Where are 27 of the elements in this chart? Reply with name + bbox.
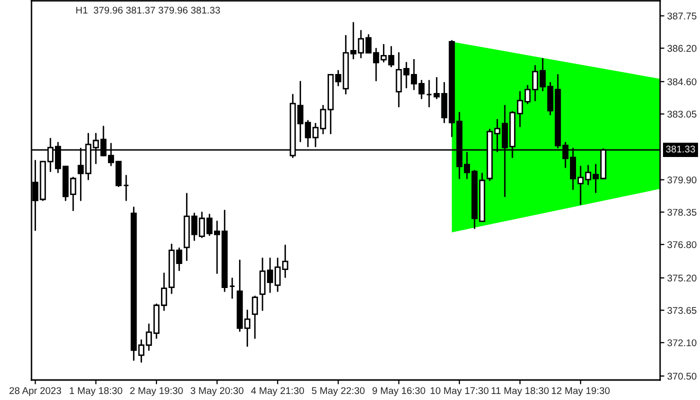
x-tick-label: 2 May 19:30 bbox=[130, 387, 183, 396]
y-tick-label: 387.75 bbox=[667, 12, 696, 20]
y-tick-label: 383.05 bbox=[667, 110, 696, 118]
x-tick-label: 11 May 18:30 bbox=[492, 387, 549, 396]
y-tick-label: 370.50 bbox=[667, 372, 696, 380]
y-tick-label: 372.10 bbox=[667, 339, 696, 346]
candlestick bbox=[229, 278, 236, 299]
y-tick-label: 375.20 bbox=[667, 274, 696, 282]
x-tick-label: 1 May 18:30 bbox=[70, 387, 122, 396]
x-tick-label: 4 May 21:30 bbox=[251, 387, 304, 396]
y-tick-label: 384.60 bbox=[667, 78, 696, 86]
chart-title: H1 379.96 381.37 379.96 381.33 bbox=[76, 6, 220, 14]
ref-line-label: 381.33 bbox=[666, 146, 695, 152]
y-tick-label: 373.65 bbox=[667, 306, 696, 314]
x-tick-label: 10 May 17:30 bbox=[430, 387, 488, 396]
x-tick-label: 3 May 20:30 bbox=[190, 387, 244, 396]
y-tick-label: 376.80 bbox=[667, 241, 696, 248]
x-tick-label: 28 Apr 2023 bbox=[10, 387, 62, 396]
x-tick-label: 9 May 16:30 bbox=[372, 387, 426, 396]
x-tick-label: 12 May 19:30 bbox=[552, 387, 610, 396]
y-tick-label: 379.90 bbox=[667, 176, 696, 184]
candlestick bbox=[252, 296, 258, 339]
candlestick bbox=[123, 174, 130, 202]
y-tick-label: 386.20 bbox=[667, 44, 696, 52]
y-tick-label: 378.35 bbox=[667, 208, 696, 216]
x-tick-label: 5 May 22:30 bbox=[312, 387, 365, 396]
candlestick bbox=[426, 80, 432, 108]
